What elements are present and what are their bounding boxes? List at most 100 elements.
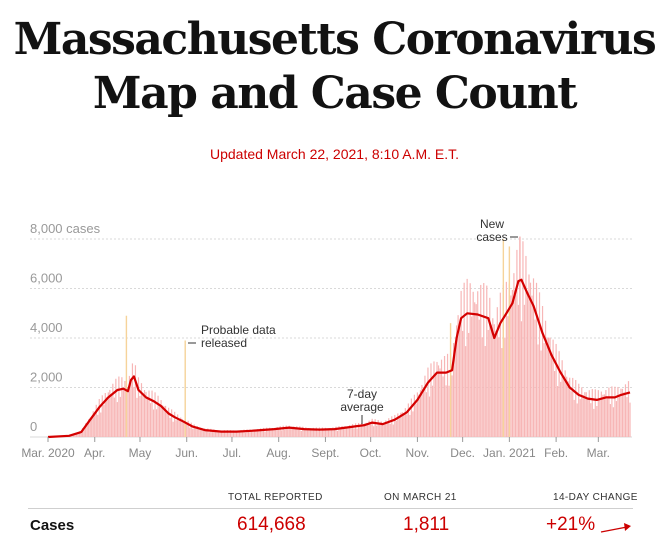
- daily-bar: [496, 307, 498, 437]
- daily-bar: [418, 394, 420, 437]
- daily-bar: [382, 423, 384, 437]
- daily-bar: [361, 423, 363, 437]
- header-on-date: ON MARCH 21: [384, 492, 457, 503]
- daily-bar: [83, 429, 85, 437]
- daily-bar: [599, 400, 601, 437]
- daily-bar: [122, 389, 124, 437]
- daily-bar: [95, 404, 97, 437]
- daily-bar: [89, 417, 91, 437]
- daily-bar: [149, 403, 152, 437]
- new-cases-bar: [519, 236, 521, 437]
- daily-bar: [309, 428, 311, 437]
- daily-bar: [152, 409, 155, 437]
- daily-bar: [231, 432, 233, 437]
- daily-bar: [270, 429, 272, 437]
- daily-bar: [590, 403, 592, 437]
- daily-bar: [540, 350, 542, 437]
- daily-bar: [249, 429, 251, 437]
- daily-bar: [475, 304, 477, 437]
- cases-chart: 8,000 cases 6,000 4,000 2,000 0 Mar. 2020 Apr.…: [21, 217, 632, 460]
- daily-bar: [210, 428, 212, 437]
- daily-bar: [549, 337, 551, 437]
- daily-bar: [192, 428, 194, 437]
- daily-bar: [259, 428, 262, 437]
- daily-bar: [514, 294, 517, 437]
- daily-bar: [544, 320, 547, 437]
- daily-bar: [172, 421, 174, 437]
- daily-bar: [332, 427, 334, 437]
- daily-bar: [584, 392, 586, 437]
- daily-bar: [157, 395, 159, 437]
- daily-bar: [511, 289, 513, 437]
- daily-bar: [546, 338, 548, 437]
- daily-bar: [165, 405, 167, 437]
- daily-bar: [342, 428, 345, 437]
- daily-bar: [611, 386, 613, 437]
- daily-bar: [558, 351, 560, 437]
- daily-bar: [88, 419, 90, 437]
- daily-bar: [294, 428, 296, 437]
- daily-bar: [547, 337, 550, 437]
- daily-bar: [409, 414, 411, 437]
- daily-bar: [201, 427, 203, 437]
- daily-bar: [495, 330, 497, 437]
- y-tick-label: 8,000 cases: [30, 221, 101, 236]
- daily-bar: [151, 390, 153, 437]
- daily-bar: [456, 325, 458, 437]
- x-tick-label: Mar. 2020: [21, 446, 75, 460]
- daily-bar: [312, 427, 314, 437]
- daily-bar: [300, 431, 302, 437]
- daily-bar: [575, 379, 577, 437]
- probable-data-bar: [508, 246, 511, 437]
- daily-bar: [94, 414, 96, 437]
- daily-bar: [492, 318, 494, 437]
- daily-bar: [267, 430, 269, 437]
- daily-bar: [205, 431, 207, 437]
- seven-day-average-line: [47, 278, 631, 439]
- daily-bar: [183, 420, 185, 437]
- daily-bar: [240, 430, 242, 437]
- daily-bar: [422, 390, 425, 437]
- daily-bar: [306, 429, 308, 437]
- daily-bar: [299, 426, 301, 437]
- daily-bar: [86, 423, 88, 437]
- x-tick-label: Feb.: [544, 446, 568, 460]
- daily-bar: [388, 418, 390, 437]
- daily-bar: [258, 430, 260, 437]
- daily-bar: [234, 431, 236, 437]
- daily-bar: [112, 383, 114, 437]
- daily-bar: [516, 249, 518, 437]
- daily-bar: [517, 304, 520, 437]
- annotation-7-day-average-label: average: [340, 400, 384, 414]
- daily-bar: [85, 423, 87, 437]
- daily-bar: [582, 395, 584, 437]
- daily-bar: [513, 273, 515, 437]
- daily-bar: [454, 344, 456, 437]
- x-tick-label: Jul.: [223, 446, 242, 460]
- daily-bar: [397, 413, 399, 437]
- daily-bar: [175, 420, 177, 437]
- daily-bar: [79, 431, 81, 437]
- daily-bar: [161, 405, 164, 437]
- daily-bar: [395, 420, 397, 437]
- daily-bar: [433, 361, 435, 437]
- daily-bar: [477, 291, 479, 437]
- daily-bar: [445, 385, 447, 437]
- daily-bar: [235, 430, 238, 437]
- daily-bar: [101, 395, 103, 437]
- daily-bar: [507, 316, 509, 437]
- daily-bar: [244, 432, 247, 437]
- daily-bar: [609, 404, 611, 437]
- table-divider: [28, 508, 633, 509]
- daily-bar: [308, 427, 310, 437]
- daily-bar: [237, 430, 239, 437]
- daily-bar: [538, 292, 541, 437]
- daily-bar: [76, 432, 78, 437]
- daily-bar: [569, 377, 571, 437]
- y-tick-label: 0: [30, 419, 37, 434]
- daily-bar: [100, 412, 102, 437]
- daily-bar: [202, 429, 204, 437]
- daily-bar: [345, 426, 348, 437]
- daily-bar: [460, 290, 462, 437]
- daily-bar: [615, 401, 618, 437]
